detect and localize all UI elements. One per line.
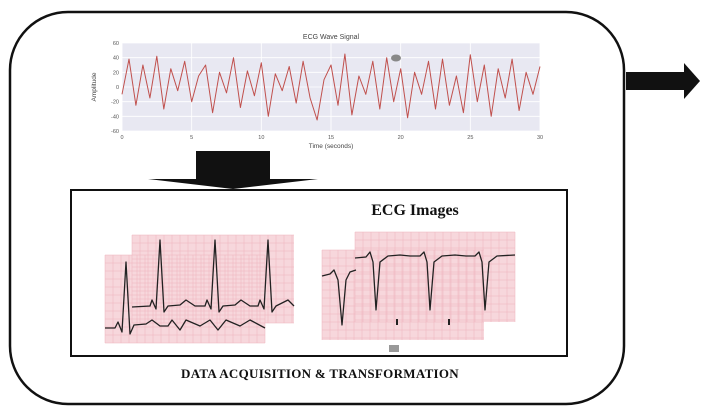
y-tick-label: -20: [111, 100, 119, 106]
panel-caption: DATA ACQUISITION & TRANSFORMATION: [181, 366, 459, 381]
x-tick-label: 20: [398, 135, 404, 141]
y-tick-label: 0: [116, 85, 119, 91]
right-arrow-icon: [626, 63, 700, 99]
ecg-signal-line: [121, 53, 541, 121]
ecg-trace-left-bottom: [105, 261, 266, 335]
x-tick-label: 15: [328, 135, 334, 141]
x-tick-label: 0: [120, 135, 123, 141]
y-tick-label: 20: [113, 70, 119, 76]
down-arrow-icon: [148, 151, 318, 189]
ecg-image-right: [321, 231, 516, 340]
y-tick-label: 40: [113, 56, 119, 62]
chart-ticks: 0 5 10 15 20 25 30 -60 -40 -20 0 20 40 60: [111, 41, 543, 141]
ecg-trace-right-bottom: [321, 269, 357, 326]
cursor-marker: [391, 54, 401, 62]
y-axis-label: Amplitude: [91, 72, 98, 101]
chart-title: ECG Wave Signal: [303, 34, 360, 41]
ecg-trace-left-top: [131, 239, 295, 313]
ecg-trace-right-top: [354, 251, 516, 311]
ecg-tick-mark: [448, 319, 450, 325]
ecg-images-heading: ECG Images: [371, 202, 459, 219]
x-tick-label: 30: [537, 135, 543, 141]
ecg-image-left: [104, 234, 295, 344]
x-axis-label: Time (seconds): [309, 143, 354, 150]
small-square-marker: [389, 345, 399, 352]
x-tick-label: 5: [190, 135, 193, 141]
y-tick-label: -60: [111, 129, 119, 135]
y-tick-label: -40: [111, 114, 119, 120]
x-tick-label: 25: [467, 135, 473, 141]
x-tick-label: 10: [258, 135, 264, 141]
ecg-tick-mark: [396, 319, 398, 325]
y-tick-label: 60: [113, 41, 119, 47]
